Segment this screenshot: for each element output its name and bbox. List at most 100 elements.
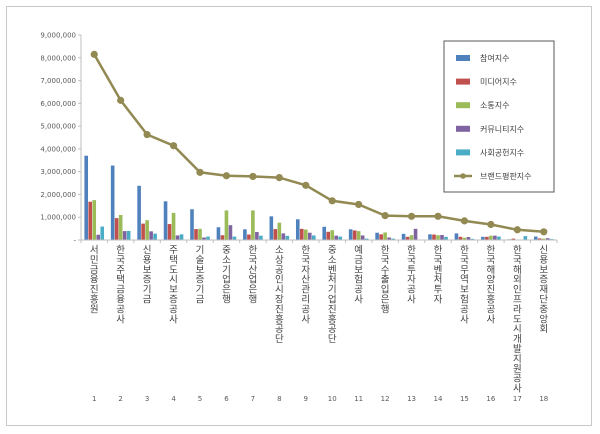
bar-1-7 [243, 229, 247, 240]
bar-1-10 [322, 226, 327, 240]
bar-4-15 [466, 237, 471, 240]
brand-index-point-18 [540, 228, 548, 236]
x-rank-number-9: 9 [304, 395, 308, 403]
x-rank-number-4: 4 [171, 395, 176, 403]
bar-5-14 [444, 236, 448, 240]
bar-4-4 [175, 235, 180, 240]
bar-2-6 [220, 235, 225, 240]
bar-5-16 [497, 236, 501, 240]
bar-3-13 [409, 235, 414, 240]
legend-swatch-1 [456, 55, 470, 61]
bar-5-1 [100, 226, 105, 240]
bar-3-5 [198, 228, 202, 240]
bar-5-2 [126, 230, 131, 240]
bar-3-18 [541, 238, 546, 240]
bar-4-6 [228, 225, 233, 240]
bar-2-15 [458, 236, 463, 240]
bar-2-3 [141, 223, 145, 240]
brand-index-point-1 [90, 50, 98, 58]
brand-index-point-10 [328, 197, 336, 205]
legend-swatch-4 [456, 125, 470, 132]
bar-1-18 [533, 236, 538, 240]
x-rank-number-7: 7 [251, 395, 255, 403]
x-rank-number-5: 5 [198, 395, 202, 403]
brand-index-point-3 [143, 130, 151, 139]
bar-3-16 [489, 235, 493, 240]
bar-2-9 [299, 228, 304, 240]
bar-5-15 [470, 238, 475, 240]
bar-3-9 [303, 229, 308, 240]
bar-4-2 [122, 231, 127, 240]
bar-4-1 [96, 234, 101, 240]
bar-1-12 [375, 232, 379, 240]
legend-label-3: 소통지수 [480, 101, 509, 110]
x-rank-number-11: 11 [354, 395, 363, 403]
x-rank-number-8: 8 [277, 395, 281, 403]
y-tick-label: - [73, 237, 76, 245]
y-tick-label: 5,000,000 [40, 123, 76, 131]
brand-index-point-9 [302, 181, 310, 189]
bar-2-1 [88, 201, 93, 240]
legend-swatch-3 [456, 102, 470, 109]
brand-index-point-17 [513, 226, 521, 234]
bar-3-2 [118, 214, 123, 240]
bar-2-5 [194, 229, 198, 240]
brand-index-point-14 [434, 212, 442, 220]
bar-4-12 [387, 237, 391, 240]
brand-index-point-5 [196, 168, 204, 176]
legend-label-1: 참여지수 [480, 53, 509, 63]
bar-2-12 [379, 234, 383, 240]
x-rank-number-16: 16 [486, 395, 495, 403]
bar-5-8 [285, 235, 290, 240]
legend-label-6: 브랜드평판지수 [480, 171, 532, 181]
bar-1-13 [401, 233, 406, 240]
chart-svg: - 1,000,000 2,000,000 3,000,000 4,000,000 5,0… [40, 32, 558, 403]
bar-4-11 [360, 235, 365, 240]
bar-5-12 [391, 238, 395, 240]
bar-5-5 [206, 236, 210, 240]
bar-5-9 [311, 235, 316, 240]
bar-2-8 [273, 229, 278, 240]
bar-1-14 [428, 234, 432, 240]
y-tick-label: 7,000,000 [40, 77, 76, 85]
bar-2-16 [485, 236, 489, 240]
legend-swatch-2 [456, 78, 470, 85]
bar-2-17 [511, 238, 516, 240]
y-tick-label: 9,000,000 [40, 32, 76, 40]
bar-3-11 [356, 231, 361, 240]
bar-1-9 [295, 219, 300, 240]
x-rank-number-3: 3 [145, 395, 149, 403]
x-rank-number-15: 15 [460, 395, 469, 403]
legend-label-5: 사회공헌지수 [480, 148, 524, 157]
bar-1-2 [110, 165, 115, 240]
brand-index-point-4 [169, 142, 178, 150]
x-rank-number-14: 14 [434, 395, 443, 403]
bar-1-11 [348, 229, 353, 240]
bar-2-18 [537, 238, 542, 240]
bar-3-10 [330, 230, 335, 240]
legend-label-2: 미디어지수 [480, 77, 517, 87]
brand-index-point-12 [381, 212, 389, 220]
bar-2-2 [114, 218, 119, 240]
bar-5-11 [364, 238, 369, 240]
brand-index-point-15 [460, 217, 469, 225]
bar-3-12 [383, 232, 387, 240]
bar-1-4 [163, 201, 168, 240]
legend-box [443, 40, 555, 193]
bar-2-13 [405, 236, 410, 240]
bar-1-5 [190, 209, 194, 240]
brand-index-point-2 [117, 96, 125, 104]
bar-1-16 [481, 236, 485, 240]
y-tick-label: 1,000,000 [40, 214, 76, 222]
bar-4-13 [413, 228, 418, 240]
bar-2-11 [352, 230, 357, 240]
bar-4-18 [545, 238, 550, 240]
